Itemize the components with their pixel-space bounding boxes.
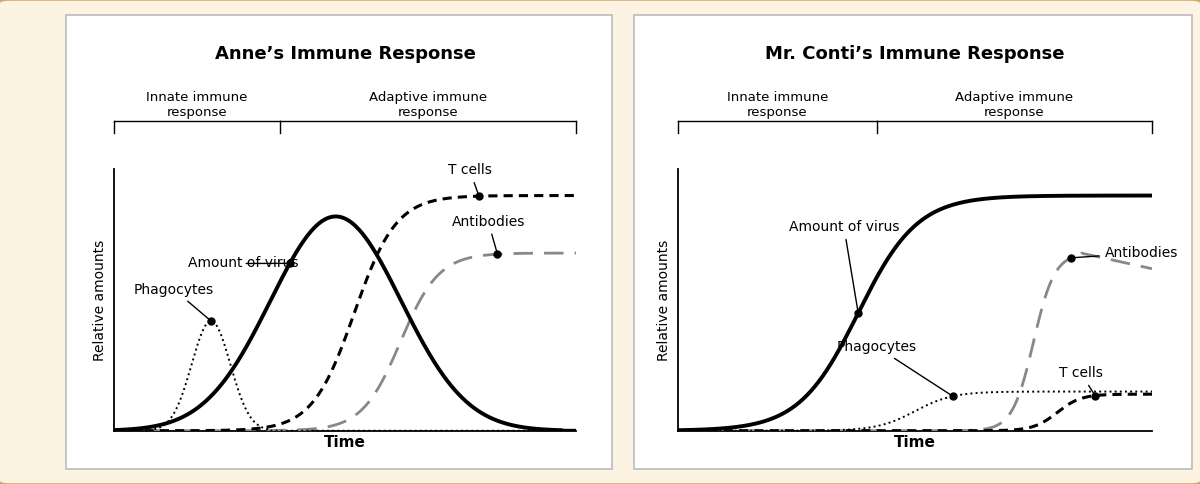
Text: Anne’s Immune Response: Anne’s Immune Response bbox=[215, 45, 475, 63]
Text: Antibodies: Antibodies bbox=[451, 215, 524, 252]
Text: Phagocytes: Phagocytes bbox=[838, 340, 950, 395]
Y-axis label: Relative amounts: Relative amounts bbox=[658, 240, 671, 361]
Text: Innate immune
response: Innate immune response bbox=[727, 91, 828, 119]
Text: Adaptive immune
response: Adaptive immune response bbox=[370, 91, 487, 119]
Text: Amount of virus: Amount of virus bbox=[188, 257, 299, 271]
X-axis label: Time: Time bbox=[324, 435, 366, 450]
Text: T cells: T cells bbox=[448, 163, 492, 194]
Text: Mr. Conti’s Immune Response: Mr. Conti’s Immune Response bbox=[766, 45, 1064, 63]
Text: Phagocytes: Phagocytes bbox=[134, 283, 214, 319]
Text: Adaptive immune
response: Adaptive immune response bbox=[955, 91, 1074, 119]
X-axis label: Time: Time bbox=[894, 435, 936, 450]
Text: T cells: T cells bbox=[1058, 366, 1103, 393]
Text: Innate immune
response: Innate immune response bbox=[146, 91, 248, 119]
Text: Antibodies: Antibodies bbox=[1074, 246, 1178, 260]
Y-axis label: Relative amounts: Relative amounts bbox=[94, 240, 107, 361]
Text: Amount of virus: Amount of virus bbox=[788, 220, 899, 310]
